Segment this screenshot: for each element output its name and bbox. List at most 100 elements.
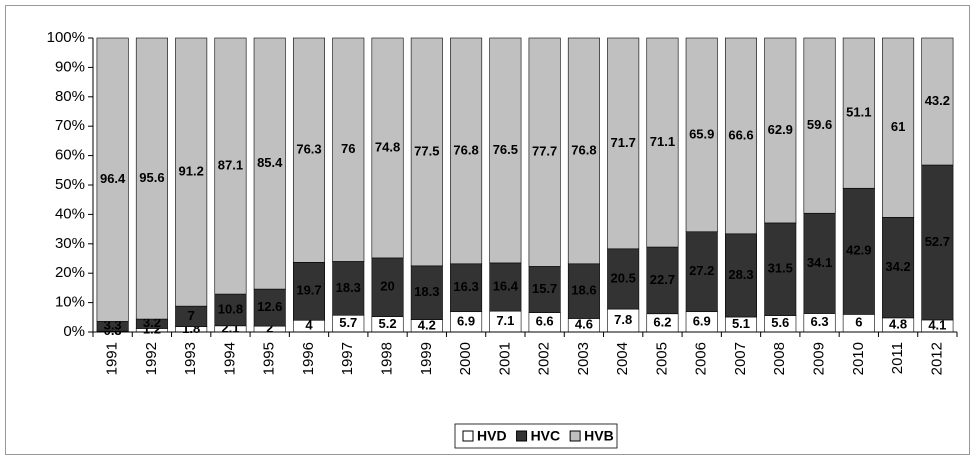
bar-segment bbox=[803, 212, 836, 314]
x-tick-label: 2004 bbox=[614, 342, 631, 375]
bar-segment bbox=[646, 37, 679, 248]
data-label: 4.8 bbox=[889, 316, 907, 331]
data-label: 2 bbox=[266, 320, 273, 335]
x-tick-label: 1995 bbox=[261, 342, 278, 375]
legend-label: HVC bbox=[531, 428, 561, 444]
bar-segment bbox=[567, 37, 600, 265]
data-label: 34.1 bbox=[807, 255, 832, 270]
y-tick-label: 0% bbox=[63, 323, 85, 340]
x-tick-label: 1997 bbox=[339, 342, 356, 375]
x-tick-label: 2003 bbox=[575, 342, 592, 375]
y-tick-label: 50% bbox=[55, 176, 85, 193]
bar-segment bbox=[332, 37, 365, 262]
bar-segment bbox=[292, 262, 326, 321]
bar-segment bbox=[607, 248, 640, 310]
bar-segment bbox=[724, 37, 758, 235]
x-tick-label: 1999 bbox=[418, 342, 435, 375]
data-label: 31.5 bbox=[768, 261, 793, 276]
bar-segment bbox=[646, 246, 679, 315]
data-label: 28.3 bbox=[728, 267, 753, 282]
bar-segment bbox=[489, 37, 522, 264]
bar-segment bbox=[724, 233, 758, 318]
x-tick-label: 1992 bbox=[143, 342, 160, 375]
x-tick-label: 1994 bbox=[221, 342, 238, 375]
x-tick-label: 1991 bbox=[104, 342, 121, 375]
bar-segment bbox=[607, 37, 640, 250]
data-label: 10.8 bbox=[218, 301, 243, 316]
bar-segment bbox=[528, 266, 561, 313]
x-tick-label: 2007 bbox=[732, 342, 749, 375]
y-tick-label: 40% bbox=[55, 205, 85, 222]
bar-segment bbox=[764, 37, 797, 224]
bar-segment bbox=[882, 37, 915, 218]
data-label: 16.3 bbox=[453, 279, 478, 294]
x-tick-label: 2000 bbox=[457, 342, 474, 375]
y-tick-label: 100% bbox=[47, 29, 85, 46]
data-label: 5.2 bbox=[379, 316, 397, 331]
x-tick-label: 2011 bbox=[889, 342, 906, 374]
data-label: 61 bbox=[891, 119, 905, 134]
data-label: 76.5 bbox=[493, 142, 518, 157]
bar-segment bbox=[371, 37, 404, 259]
y-tick-label: 20% bbox=[55, 264, 85, 281]
bar-segment bbox=[214, 293, 247, 327]
data-label: 7 bbox=[188, 308, 195, 323]
data-label: 4.1 bbox=[928, 317, 946, 332]
x-tick-label: 2009 bbox=[811, 342, 828, 375]
x-tick-label: 2005 bbox=[653, 342, 670, 375]
bar-segment bbox=[921, 37, 954, 166]
data-label: 74.8 bbox=[375, 139, 400, 154]
legend-swatch bbox=[516, 430, 528, 442]
x-tick-label: 2001 bbox=[496, 342, 513, 375]
data-label: 18.6 bbox=[571, 283, 596, 298]
data-label: 76 bbox=[341, 141, 355, 156]
bar-segment bbox=[921, 164, 954, 321]
data-label: 16.4 bbox=[493, 278, 519, 293]
bar-segment bbox=[489, 262, 522, 312]
legend: HVD HVC HVB bbox=[454, 423, 618, 449]
x-tick-label: 2006 bbox=[693, 342, 710, 375]
data-label: 6.9 bbox=[457, 313, 475, 328]
data-label: 27.2 bbox=[689, 263, 714, 278]
legend-swatch bbox=[569, 430, 581, 442]
data-label: 76.8 bbox=[453, 142, 478, 157]
y-tick-label: 70% bbox=[55, 117, 85, 134]
data-label: 18.3 bbox=[336, 280, 361, 295]
bar-segment bbox=[214, 37, 247, 295]
data-label: 85.4 bbox=[257, 155, 283, 170]
bar-segment bbox=[450, 37, 483, 265]
y-tick-label: 60% bbox=[55, 147, 85, 164]
bar-segment bbox=[410, 37, 443, 267]
data-label: 43.2 bbox=[925, 93, 950, 108]
data-label: 77.7 bbox=[532, 144, 557, 159]
data-label: 59.6 bbox=[807, 117, 832, 132]
x-tick-label: 1993 bbox=[182, 342, 199, 375]
data-label: 62.9 bbox=[768, 122, 793, 137]
y-tick-label: 10% bbox=[55, 294, 85, 311]
data-label: 7.1 bbox=[496, 313, 514, 328]
data-label: 96.4 bbox=[100, 171, 126, 186]
data-label: 22.7 bbox=[650, 272, 675, 287]
x-tick-label: 2002 bbox=[536, 342, 553, 375]
data-label: 4 bbox=[305, 318, 313, 333]
data-label: 19.7 bbox=[296, 283, 321, 298]
data-label: 6 bbox=[855, 315, 862, 330]
data-label: 66.6 bbox=[728, 127, 753, 142]
data-label: 6.6 bbox=[536, 314, 554, 329]
x-tick-label: 1998 bbox=[379, 342, 396, 375]
data-label: 6.9 bbox=[693, 313, 711, 328]
data-label: 5.7 bbox=[339, 315, 357, 330]
data-label: 34.2 bbox=[885, 259, 910, 274]
data-label: 51.1 bbox=[846, 105, 871, 120]
bar-segment bbox=[567, 263, 600, 319]
data-label: 91.2 bbox=[179, 164, 204, 179]
bar-segment bbox=[450, 263, 483, 313]
data-label: 4.2 bbox=[418, 317, 436, 332]
bar-segment bbox=[253, 288, 286, 327]
data-label: 87.1 bbox=[218, 157, 243, 172]
bar-segment bbox=[685, 231, 718, 313]
x-tick-label: 2010 bbox=[850, 342, 867, 375]
data-label: 12.6 bbox=[257, 299, 282, 314]
y-tick-label: 90% bbox=[55, 58, 85, 75]
